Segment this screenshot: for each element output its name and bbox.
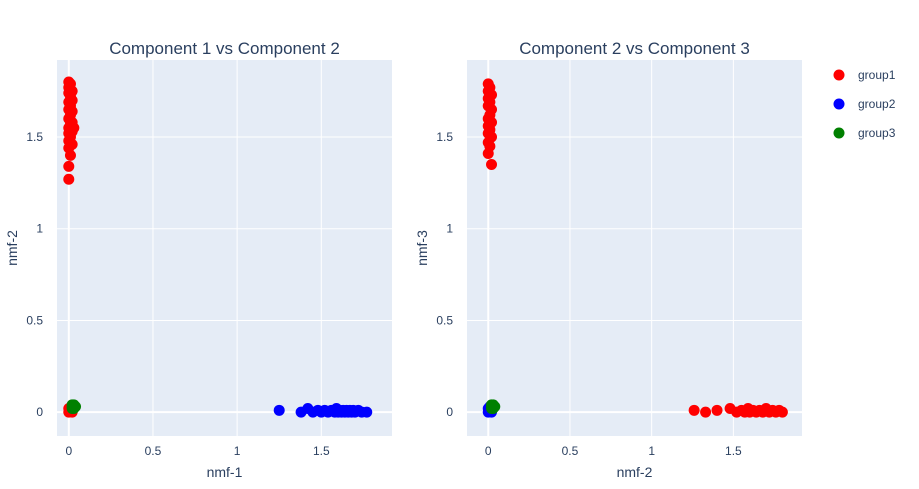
legend-item-group3[interactable]: group3 — [833, 126, 896, 140]
y-tick-label: 1.5 — [436, 130, 453, 144]
x-tick-label: 0.5 — [562, 444, 579, 458]
legend-item-group1[interactable]: group1 — [833, 68, 896, 82]
x-tick-label: 1 — [234, 444, 241, 458]
data-point-group1 — [700, 406, 712, 418]
subplot-title: Component 2 vs Component 3 — [519, 39, 750, 58]
legend-label-group2: group2 — [858, 97, 896, 111]
x-tick-label: 1 — [648, 444, 655, 458]
y-tick-label: 0.5 — [26, 313, 43, 327]
data-point-group2 — [273, 404, 285, 416]
data-point-group2 — [361, 406, 373, 418]
legend-marker-group1 — [833, 69, 845, 81]
y-tick-label: 1.5 — [26, 130, 43, 144]
x-tick-label: 1.5 — [725, 444, 742, 458]
y-tick-label: 1 — [446, 222, 453, 236]
y-tick-label: 1 — [36, 222, 43, 236]
subplot-title: Component 1 vs Component 2 — [109, 39, 340, 58]
subplot-component-2-vs-3: 0 0.5 1 1.5 0 0.5 1 1.5 Component 2 vs Componen… — [414, 39, 802, 480]
data-point-group1 — [486, 159, 498, 171]
plot-area — [467, 60, 802, 436]
data-point-group1 — [688, 404, 700, 416]
plot-area — [57, 60, 392, 436]
y-tick-label: 0 — [36, 405, 43, 419]
marks — [482, 78, 788, 418]
x-tick-label: 0.5 — [145, 444, 162, 458]
data-point-group1 — [64, 149, 76, 161]
y-tick-label: 0 — [446, 405, 453, 419]
data-point-group1 — [63, 173, 75, 185]
grid — [57, 60, 392, 436]
legend-marker-group2 — [833, 98, 845, 110]
legend-label-group1: group1 — [858, 68, 896, 82]
data-point-group3 — [68, 401, 80, 413]
ticks: 0 0.5 1 1.5 0 0.5 1 1.5 — [26, 130, 330, 458]
x-axis-title: nmf-2 — [617, 464, 653, 480]
data-point-group1 — [711, 404, 723, 416]
y-tick-label: 0.5 — [436, 313, 453, 327]
x-tick-label: 1.5 — [313, 444, 330, 458]
x-tick-label: 0 — [65, 444, 72, 458]
y-axis-title: nmf-2 — [4, 230, 20, 266]
subplot-component-1-vs-2: 0 0.5 1 1.5 0 0.5 1 1.5 Component 1 vs Componen… — [4, 39, 392, 480]
data-point-group1 — [482, 148, 494, 160]
ticks: 0 0.5 1 1.5 0 0.5 1 1.5 — [436, 130, 742, 458]
y-axis-title: nmf-3 — [414, 230, 430, 266]
x-axis-title: nmf-1 — [207, 464, 243, 480]
legend-marker-group3 — [833, 127, 845, 139]
legend: group1 group2 group3 — [833, 68, 896, 140]
data-point-group1 — [776, 406, 788, 418]
legend-item-group2[interactable]: group2 — [833, 97, 896, 111]
x-tick-label: 0 — [485, 444, 492, 458]
data-point-group1 — [63, 160, 75, 172]
marks — [63, 76, 373, 418]
legend-label-group3: group3 — [858, 126, 896, 140]
data-point-group3 — [486, 401, 498, 413]
